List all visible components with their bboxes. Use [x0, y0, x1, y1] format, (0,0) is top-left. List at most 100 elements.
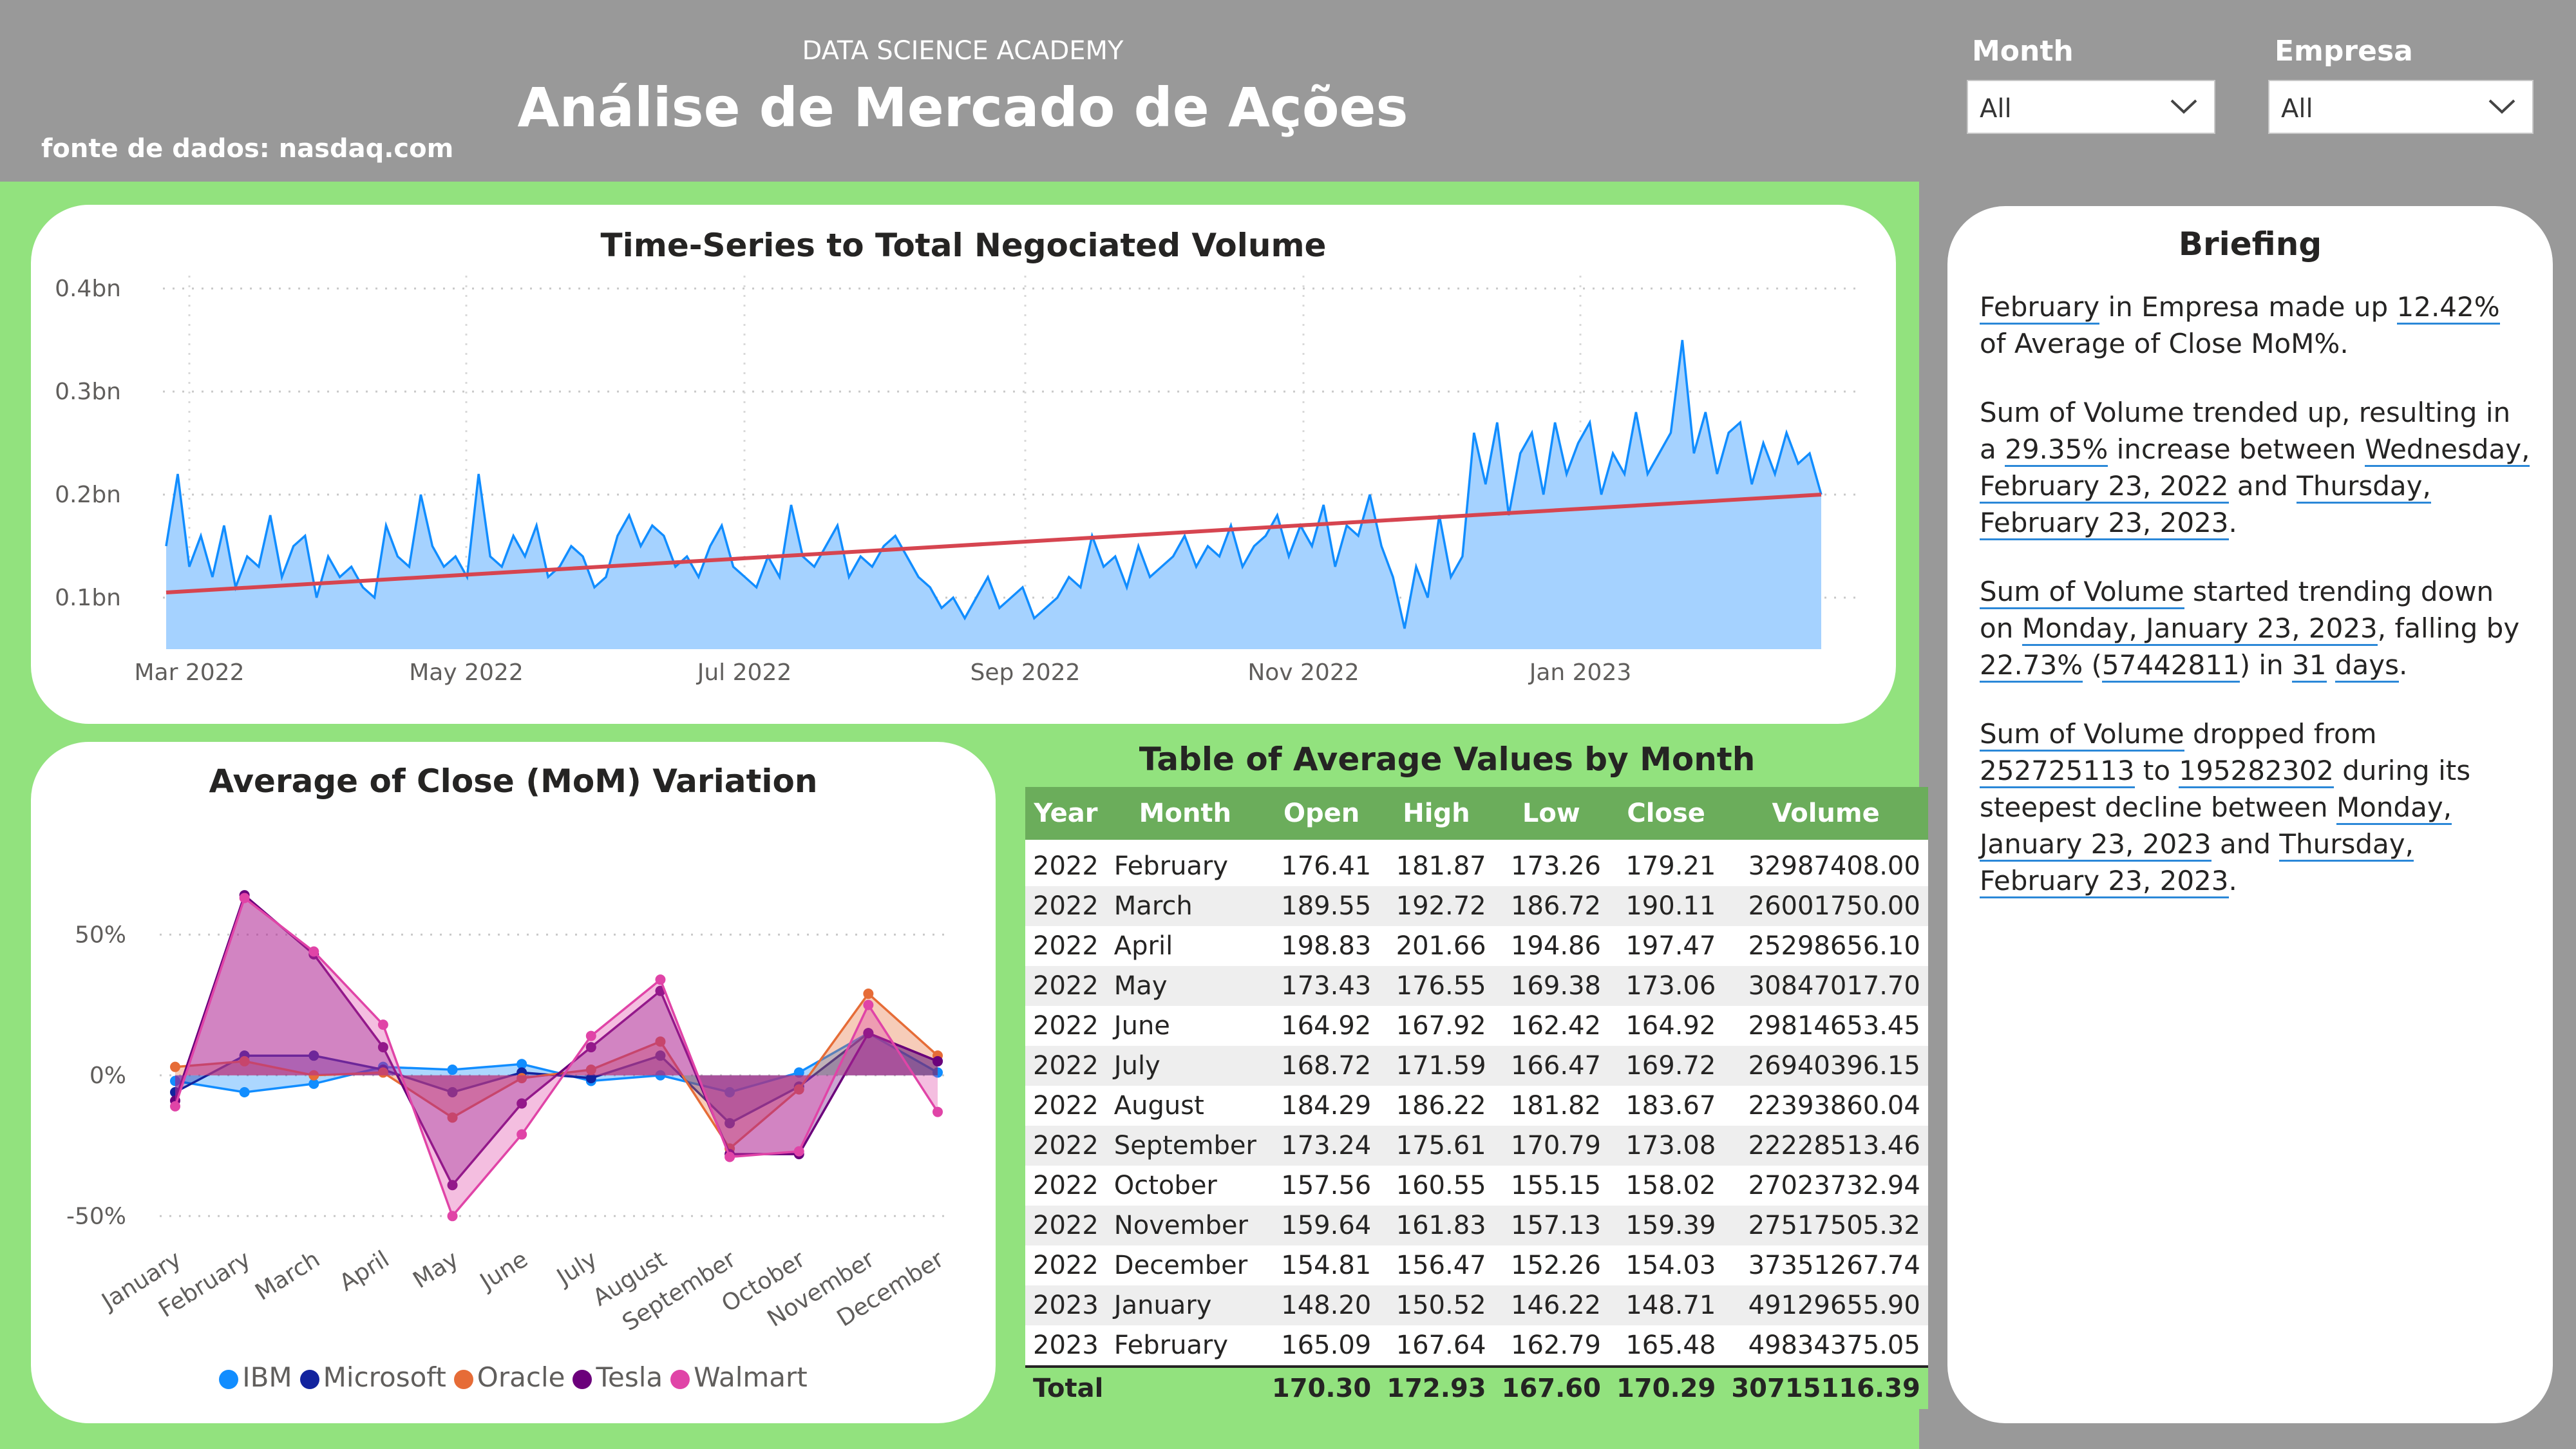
cell-high: 161.83: [1379, 1206, 1494, 1245]
month-dropdown[interactable]: All: [1967, 80, 2215, 134]
y-tick-label: 0.1bn: [55, 585, 121, 611]
legend-item[interactable]: Microsoft: [299, 1361, 446, 1393]
table-row[interactable]: 2022 November 159.64 161.83 157.13 159.39 2751…: [1025, 1206, 1928, 1245]
volume-line[interactable]: [165, 339, 1823, 629]
data-point[interactable]: [655, 1036, 666, 1047]
briefing-link[interactable]: 12.42%: [2396, 291, 2500, 325]
cell-year: 2022: [1025, 966, 1106, 1006]
data-point[interactable]: [516, 1098, 527, 1109]
briefing-link[interactable]: Wednesday, February 23, 2022: [1980, 433, 2530, 504]
data-point[interactable]: [516, 1073, 527, 1084]
data-point[interactable]: [308, 1078, 319, 1089]
table-row[interactable]: 2022 August 184.29 186.22 181.82 183.67 223938…: [1025, 1086, 1928, 1126]
data-point[interactable]: [724, 1151, 735, 1162]
briefing-link[interactable]: Sum of Volume: [1980, 718, 2184, 752]
data-point[interactable]: [793, 1067, 804, 1078]
data-point[interactable]: [239, 1087, 250, 1097]
data-point[interactable]: [308, 1070, 319, 1081]
table-row[interactable]: 2022 May 173.43 176.55 169.38 173.06 30847017.…: [1025, 966, 1928, 1006]
table-row[interactable]: 2022 April 198.83 201.66 194.86 197.47 2529865…: [1025, 926, 1928, 966]
column-header-high[interactable]: High: [1379, 787, 1494, 840]
data-point[interactable]: [516, 1059, 527, 1070]
data-point[interactable]: [933, 1067, 943, 1078]
briefing-link[interactable]: Thursday, February 23, 2023: [1980, 828, 2414, 898]
data-point[interactable]: [377, 1042, 388, 1053]
column-header-month[interactable]: Month: [1106, 787, 1264, 840]
column-header-close[interactable]: Close: [1608, 787, 1724, 840]
data-point[interactable]: [863, 989, 874, 999]
column-header-volume[interactable]: Volume: [1723, 787, 1928, 840]
briefing-link[interactable]: 31: [2292, 649, 2327, 683]
data-point[interactable]: [585, 1042, 596, 1053]
series-line[interactable]: [174, 896, 939, 1218]
series-line[interactable]: [175, 1032, 938, 1094]
data-point[interactable]: [447, 1112, 458, 1123]
column-header-open[interactable]: Open: [1264, 787, 1379, 840]
data-point[interactable]: [585, 1065, 596, 1075]
cell-year: 2022: [1025, 840, 1106, 886]
table-row[interactable]: 2022 October 157.56 160.55 155.15 158.02 27023…: [1025, 1166, 1928, 1206]
data-point[interactable]: [170, 1061, 180, 1072]
series-line[interactable]: [174, 893, 938, 1188]
data-point[interactable]: [585, 1030, 596, 1041]
data-point[interactable]: [933, 1056, 943, 1066]
column-header-year[interactable]: Year: [1025, 787, 1106, 840]
data-point[interactable]: [447, 1065, 458, 1075]
data-point[interactable]: [793, 1084, 804, 1095]
data-point[interactable]: [724, 1087, 735, 1097]
data-point[interactable]: [724, 1118, 735, 1129]
data-point[interactable]: [308, 1050, 319, 1061]
data-point[interactable]: [447, 1211, 458, 1222]
empresa-dropdown[interactable]: All: [2268, 80, 2533, 134]
legend-item[interactable]: IBM: [219, 1361, 292, 1393]
briefing-text-fragment: .: [2228, 865, 2237, 896]
data-point[interactable]: [863, 999, 874, 1010]
data-point[interactable]: [793, 1146, 804, 1157]
data-point[interactable]: [933, 1106, 943, 1117]
data-point[interactable]: [655, 974, 666, 985]
table-row[interactable]: 2022 September 173.24 175.61 170.79 173.08 222…: [1025, 1126, 1928, 1166]
table-row[interactable]: 2022 July 168.72 171.59 166.47 169.72 26940396…: [1025, 1046, 1928, 1086]
cell-month: April: [1106, 926, 1264, 966]
data-point[interactable]: [308, 946, 319, 957]
table-row[interactable]: 2023 January 148.20 150.52 146.22 148.71 49129…: [1025, 1285, 1928, 1325]
briefing-link[interactable]: Thursday, February 23, 2023: [1980, 470, 2431, 540]
legend-item[interactable]: Tesla: [573, 1361, 663, 1393]
data-point[interactable]: [516, 1129, 527, 1140]
briefing-link[interactable]: Monday, January 23, 2023: [2022, 612, 2378, 646]
month-filter-label: Month: [1972, 35, 2074, 68]
briefing-link[interactable]: 195282302: [2179, 755, 2334, 788]
data-point[interactable]: [447, 1087, 458, 1097]
data-point[interactable]: [170, 1101, 180, 1112]
briefing-link[interactable]: days: [2334, 649, 2400, 683]
data-point[interactable]: [655, 1070, 666, 1081]
briefing-link[interactable]: 252725113: [1980, 755, 2135, 788]
cell-close: 148.71: [1608, 1285, 1724, 1325]
table-row[interactable]: 2022 December 154.81 156.47 152.26 154.03 3735…: [1025, 1245, 1928, 1285]
data-point[interactable]: [170, 1075, 180, 1086]
data-point[interactable]: [377, 1067, 388, 1078]
data-point[interactable]: [447, 1180, 458, 1191]
briefing-link[interactable]: 29.35%: [2005, 433, 2108, 467]
volume-area[interactable]: [166, 340, 1821, 649]
series-area: [175, 1033, 938, 1124]
briefing-link[interactable]: 57442811: [2101, 649, 2240, 683]
legend-item[interactable]: Walmart: [670, 1361, 808, 1393]
data-point[interactable]: [655, 1050, 666, 1061]
data-point[interactable]: [863, 1028, 874, 1039]
column-header-low[interactable]: Low: [1493, 787, 1609, 840]
briefing-link[interactable]: Sum of Volume: [1980, 576, 2184, 609]
data-point[interactable]: [239, 1056, 250, 1066]
data-point[interactable]: [585, 1073, 596, 1084]
table-row[interactable]: 2023 February 165.09 167.64 162.79 165.48 4983…: [1025, 1325, 1928, 1367]
legend-item[interactable]: Oracle: [453, 1361, 565, 1393]
data-point[interactable]: [377, 1019, 388, 1030]
table-row[interactable]: 2022 March 189.55 192.72 186.72 190.11 2600175…: [1025, 886, 1928, 926]
briefing-link[interactable]: Monday, January 23, 2023: [1980, 791, 2452, 862]
cell-volume: 25298656.10: [1723, 926, 1928, 966]
briefing-link[interactable]: February: [1980, 291, 2100, 325]
table-row[interactable]: 2022 June 164.92 167.92 162.42 164.92 29814653…: [1025, 1006, 1928, 1046]
data-point[interactable]: [239, 893, 250, 904]
briefing-link[interactable]: 22.73%: [1980, 649, 2083, 683]
table-row[interactable]: 2022 February 176.41 181.87 173.26 179.21 3298…: [1025, 840, 1928, 886]
